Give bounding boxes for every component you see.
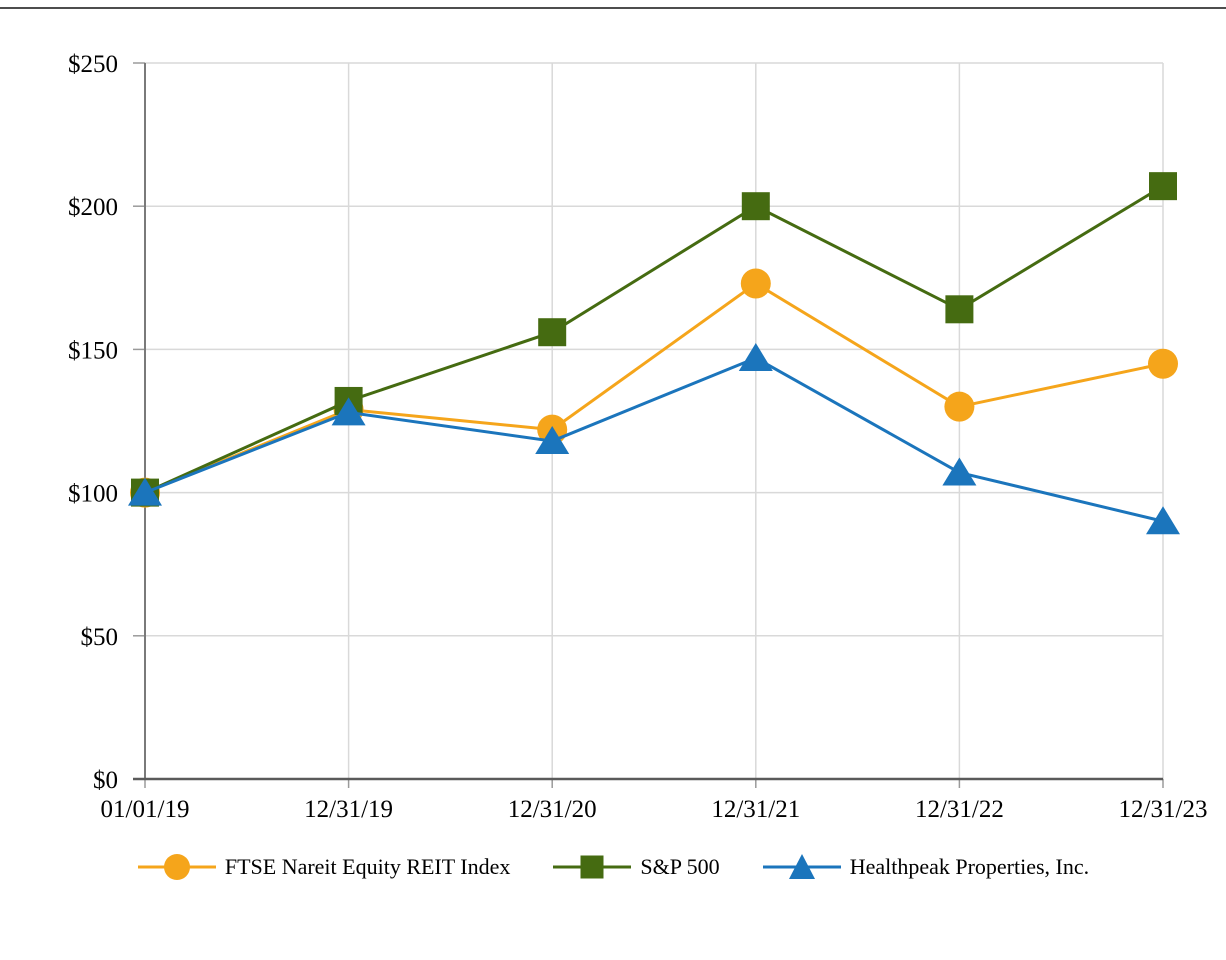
series-line-3 [144, 356, 1164, 523]
stock-performance-chart: $0 $50 $100 $150 $200 $250 01/01/19 12/31/19 12/… [68, 51, 1208, 823]
legend-label-healthpeak: Healthpeak Properties, Inc. [849, 854, 1090, 879]
data-point-square [580, 855, 604, 879]
y-tick-label: $50 [81, 624, 119, 651]
legend-label-sp500: S&P 500 [640, 854, 720, 879]
y-tick-label: $100 [68, 481, 118, 508]
series-line-1 [144, 281, 1164, 494]
x-tick-label: 12/31/22 [915, 796, 1004, 823]
data-point-square [1149, 172, 1177, 201]
data-point-triangle [535, 426, 570, 455]
data-point-triangle [738, 342, 773, 371]
data-point-circle [944, 391, 975, 422]
data-point-triangle [788, 854, 815, 879]
y-tick-label: $250 [68, 51, 118, 78]
data-point-triangle [128, 477, 162, 506]
x-tick-label: 12/31/21 [711, 796, 800, 823]
data-point-circle [740, 268, 771, 299]
data-point-square [538, 318, 567, 347]
sp500-square-marker-icon [553, 855, 632, 879]
legend-item-sp500: S&P 500 [552, 852, 720, 882]
y-tick-label: $150 [68, 337, 118, 364]
legend-item-healthpeak: Healthpeak Properties, Inc. [762, 852, 1089, 882]
chart-plot-canvas: $0 $50 $100 $150 $200 $250 01/01/19 12/31/19 12/… [68, 51, 1208, 823]
data-point-square [741, 192, 770, 221]
x-tick-label: 12/31/19 [304, 796, 393, 823]
y-tick-label: $0 [93, 767, 118, 794]
ftse-nareit-circle-marker-icon [137, 854, 216, 880]
legend-item-ftse-nareit: FTSE Nareit Equity REIT Index [137, 852, 511, 882]
x-tick-label: 12/31/20 [508, 796, 597, 823]
chart-legend: FTSE Nareit Equity REIT Index S&P 500 He… [0, 852, 1226, 882]
data-point-circle [1148, 348, 1178, 379]
x-tick-label: 12/31/23 [1119, 796, 1208, 823]
data-point-triangle [1146, 506, 1180, 535]
data-point-circle [163, 854, 190, 880]
data-point-triangle [942, 457, 977, 486]
data-point-triangle [331, 397, 366, 426]
healthpeak-triangle-marker-icon [762, 854, 841, 879]
y-tick-label: $200 [68, 194, 118, 221]
x-tick-label: 01/01/19 [101, 796, 190, 823]
legend-label-ftse-nareit: FTSE Nareit Equity REIT Index [224, 854, 511, 879]
top-divider-rule [0, 7, 1226, 9]
series-line-2 [144, 184, 1164, 494]
data-point-square [945, 295, 974, 324]
